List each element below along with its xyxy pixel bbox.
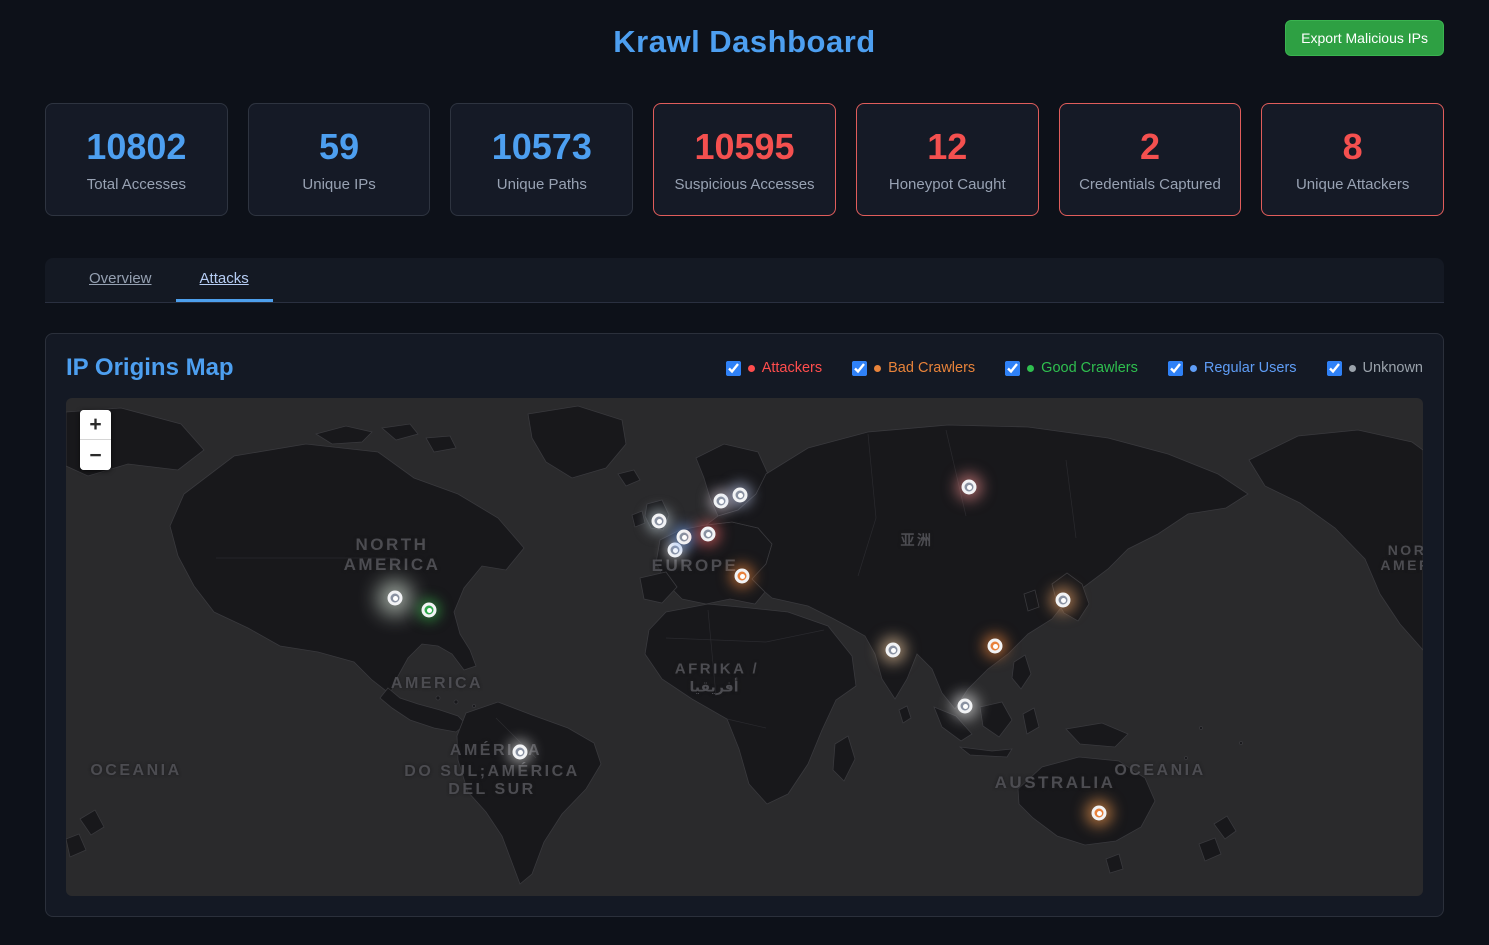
map-marker-gray[interactable] [713, 493, 729, 509]
stats-row: 10802 Total Accesses 59 Unique IPs 10573 Uniq… [45, 103, 1445, 216]
legend-label: Unknown [1362, 360, 1423, 376]
map-label: EUROPE [651, 556, 739, 575]
legend-checkbox-good-crawlers[interactable] [1005, 360, 1021, 376]
map-marker-orange[interactable] [987, 638, 1003, 654]
stat-card-credentials-captured: 2 Credentials Captured [1058, 103, 1242, 216]
map-label: AMERICA [343, 555, 441, 574]
map-marker-gray[interactable] [885, 642, 901, 658]
export-malicious-ips-button[interactable]: Export Malicious IPs [1285, 20, 1444, 56]
stat-label: Suspicious Accesses [674, 176, 815, 193]
stat-card-total-accesses: 10802 Total Accesses [45, 103, 228, 216]
map-panel-title: IP Origins Map [66, 354, 234, 381]
map-panel-header: IP Origins Map Attackers Bad Crawlers Good… [66, 354, 1423, 382]
stat-card-honeypot-caught: 12 Honeypot Caught [855, 103, 1039, 216]
world-map-svg [66, 405, 1423, 885]
map-marker-gray[interactable] [700, 526, 716, 542]
legend-dot [1189, 364, 1197, 372]
legend-checkbox-unknown[interactable] [1326, 360, 1342, 376]
stat-value: 10802 [86, 126, 187, 167]
stat-card-suspicious-accesses: 10595 Suspicious Accesses [653, 103, 836, 216]
map-marker-gray[interactable] [667, 542, 683, 558]
map-label: 亚洲 [900, 532, 934, 548]
page-title: Krawl Dashboard [613, 24, 876, 59]
stat-card-unique-attackers: 8 Unique Attackers [1261, 103, 1445, 216]
legend-label: Regular Users [1203, 360, 1297, 376]
stat-card-unique-paths: 10573 Unique Paths [450, 103, 634, 216]
legend-dot [1027, 364, 1035, 372]
map-label: DEL SUR [448, 781, 536, 798]
stat-value: 59 [319, 126, 360, 167]
map-label: أفريقيا [689, 678, 739, 695]
legend-checkbox-bad-crawlers[interactable] [852, 360, 868, 376]
stat-value: 12 [927, 126, 968, 167]
legend-item-regular-users[interactable]: Regular Users [1167, 360, 1297, 376]
zoom-in-button[interactable]: + [80, 410, 111, 440]
stat-label: Credentials Captured [1079, 176, 1221, 193]
legend-label: Attackers [761, 360, 823, 376]
map-marker-orange[interactable] [734, 568, 750, 584]
legend-checkbox-attackers[interactable] [725, 360, 741, 376]
stat-label: Unique Paths [496, 176, 587, 193]
stat-card-unique-ips: 59 Unique IPs [247, 103, 431, 216]
stat-label: Total Accesses [86, 176, 186, 193]
tab-overview[interactable]: Overview [89, 270, 152, 287]
stat-label: Unique IPs [302, 176, 376, 193]
legend-dot [874, 364, 882, 372]
legend-item-good-crawlers[interactable]: Good Crawlers [1005, 360, 1138, 376]
map-label: OCEANIA [90, 762, 182, 779]
map-label: AUSTRALIA [994, 773, 1116, 792]
map-label: AMERICA [390, 675, 484, 692]
legend: Attackers Bad Crawlers Good Crawlers Regula… [725, 360, 1423, 376]
map-label: AMER [1380, 557, 1423, 573]
map-zoom-control: + − [80, 410, 111, 470]
legend-checkbox-regular-users[interactable] [1167, 360, 1183, 376]
legend-label: Bad Crawlers [888, 360, 976, 376]
stat-value: 8 [1342, 126, 1363, 167]
map-marker-orange[interactable] [1091, 805, 1107, 821]
tab-attacks[interactable]: Attacks [175, 258, 273, 302]
legend-item-bad-crawlers[interactable]: Bad Crawlers [852, 360, 975, 376]
tab-bar: Overview Attacks [45, 258, 1444, 303]
map-marker-gray[interactable] [651, 513, 667, 529]
legend-item-attackers[interactable]: Attackers [725, 360, 823, 376]
map-label: AFRIKA / [674, 660, 760, 678]
ip-origins-map-panel: IP Origins Map Attackers Bad Crawlers Good… [45, 333, 1444, 917]
map-marker-gray[interactable] [957, 698, 973, 714]
legend-dot [747, 364, 755, 372]
legend-item-unknown[interactable]: Unknown [1326, 360, 1423, 376]
map-marker-gray[interactable] [676, 529, 692, 545]
map-marker-gray[interactable] [732, 487, 748, 503]
legend-label: Good Crawlers [1041, 360, 1138, 376]
stat-value: 10573 [491, 126, 592, 167]
header: Krawl Dashboard Export Malicious IPs [45, 0, 1444, 80]
country-borders [216, 429, 1077, 759]
map-marker-gray[interactable] [961, 479, 977, 495]
map-label: NOR [1387, 542, 1423, 558]
map-label: DO SUL;AMÉRICA [404, 763, 580, 780]
world-map[interactable]: + − NORTH AMERICA AMERICA AMÉRICA DO SUL;AMÉ… [66, 398, 1423, 896]
stat-value: 2 [1139, 126, 1160, 167]
map-label: OCEANIA [1114, 762, 1206, 779]
map-marker-gray[interactable] [512, 744, 528, 760]
landmass [66, 405, 1423, 885]
map-marker-gray[interactable] [1055, 592, 1071, 608]
stat-label: Honeypot Caught [888, 176, 1006, 193]
map-marker-gray[interactable] [387, 590, 403, 606]
map-label: AMÉRICA [449, 742, 543, 759]
zoom-out-button[interactable]: − [80, 440, 111, 470]
legend-dot [1348, 364, 1356, 372]
stat-value: 10595 [694, 126, 795, 167]
stat-label: Unique Attackers [1295, 176, 1410, 193]
map-marker-green[interactable] [421, 602, 437, 618]
map-label: NORTH [355, 535, 429, 554]
